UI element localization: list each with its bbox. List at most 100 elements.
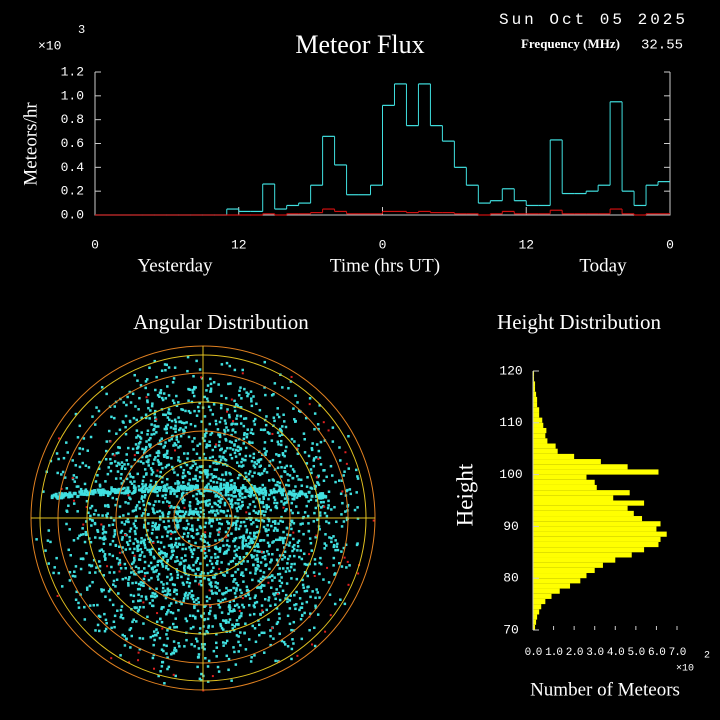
scatter-texture	[188, 592, 191, 595]
scatter-texture	[60, 487, 63, 490]
scatter-texture	[157, 500, 161, 503]
scatter-texture	[175, 438, 179, 441]
scatter-texture	[152, 503, 156, 507]
scatter-texture	[225, 571, 229, 574]
scatter-texture	[129, 475, 132, 478]
bar	[533, 443, 556, 449]
scatter-texture	[316, 423, 320, 426]
scatter-texture	[245, 435, 249, 439]
scatter-texture	[189, 423, 193, 426]
scatter-texture	[166, 559, 169, 562]
scatter-texture	[189, 485, 193, 489]
scatter-texture	[140, 536, 143, 540]
scatter-texture	[199, 562, 202, 565]
scatter-texture	[323, 505, 326, 508]
scatter-texture	[143, 555, 146, 558]
scatter-texture	[64, 492, 68, 496]
scatter-texture	[170, 652, 173, 656]
scatter-texture	[203, 576, 206, 580]
scatter-texture	[198, 401, 201, 405]
scatter-texture	[307, 522, 310, 525]
scatter-texture	[340, 479, 344, 482]
scatter-texture	[276, 573, 280, 576]
scatter-texture	[220, 487, 224, 491]
scatter-texture	[165, 612, 168, 616]
scatter-texture	[233, 604, 237, 608]
scatter-texture	[325, 514, 329, 518]
scatter-texture	[259, 613, 262, 616]
scatter-texture	[236, 404, 239, 407]
scatter-texture	[144, 447, 147, 451]
scatter-texture	[265, 415, 268, 418]
scatter-texture	[111, 496, 114, 500]
scatter-texture	[228, 600, 232, 604]
scatter-texture	[315, 499, 318, 502]
scatter-texture	[100, 588, 103, 591]
scatter-texture	[165, 564, 168, 568]
scatter-texture	[182, 527, 185, 530]
scatter-texture	[197, 409, 201, 413]
scatter-texture	[252, 452, 256, 456]
scatter-texture	[190, 510, 194, 513]
scatter-texture	[163, 427, 167, 431]
scatter-texture	[239, 524, 242, 528]
scatter-texture	[234, 515, 237, 519]
scatter-texture	[190, 400, 194, 404]
scatter-texture	[133, 454, 136, 457]
scatter-texture	[194, 617, 197, 620]
scatter-texture	[240, 492, 244, 496]
scatter-texture	[253, 537, 256, 540]
scatter-texture	[183, 566, 186, 570]
scatter-texture	[79, 557, 83, 561]
scatter-texture	[156, 578, 160, 581]
scatter-texture	[264, 491, 268, 495]
scatter-texture	[206, 631, 210, 634]
scatter-texture	[285, 464, 289, 468]
scatter-texture	[216, 503, 219, 507]
scatter-texture	[303, 511, 307, 514]
scatter-texture	[89, 506, 92, 510]
scatter-texture	[222, 451, 226, 454]
scatter-texture	[162, 453, 166, 457]
scatter-texture	[143, 493, 147, 497]
scatter-texture	[161, 565, 165, 568]
scatter-texture	[341, 501, 344, 505]
scatter-texture	[330, 540, 333, 544]
scatter-texture	[346, 560, 349, 563]
scatter-texture	[197, 653, 201, 656]
scatter-texture	[190, 595, 193, 599]
scatter-texture	[151, 547, 154, 551]
scatter-texture	[221, 539, 224, 542]
scatter-texture	[284, 509, 287, 513]
scatter-texture	[347, 583, 350, 586]
scatter-texture	[96, 623, 100, 627]
scatter-texture	[286, 533, 289, 536]
scatter-texture	[103, 535, 106, 539]
scatter-texture	[265, 563, 268, 566]
scatter-texture	[236, 414, 239, 417]
scatter-texture	[55, 556, 58, 560]
scatter-texture	[278, 598, 282, 602]
scatter-texture	[190, 512, 193, 515]
bar	[533, 547, 645, 553]
scatter-texture	[244, 417, 248, 420]
scatter-texture	[232, 586, 235, 590]
scatter-texture	[173, 543, 177, 547]
scatter-texture	[156, 560, 160, 564]
scatter-texture	[157, 463, 161, 466]
scatter-texture	[224, 597, 227, 601]
scatter-texture	[235, 403, 238, 406]
scatter-texture	[235, 587, 238, 590]
scatter-texture	[184, 409, 187, 413]
scatter-texture	[248, 487, 252, 491]
scatter-texture	[250, 522, 253, 526]
scatter-texture	[143, 496, 146, 499]
scatter-texture	[170, 456, 173, 460]
scatter-texture	[191, 440, 194, 443]
scatter-texture	[152, 510, 155, 514]
scatter-texture	[154, 527, 158, 530]
scatter-texture	[283, 556, 286, 559]
scatter-texture	[225, 551, 228, 555]
scatter-texture	[268, 493, 271, 497]
scatter-texture	[53, 566, 56, 569]
